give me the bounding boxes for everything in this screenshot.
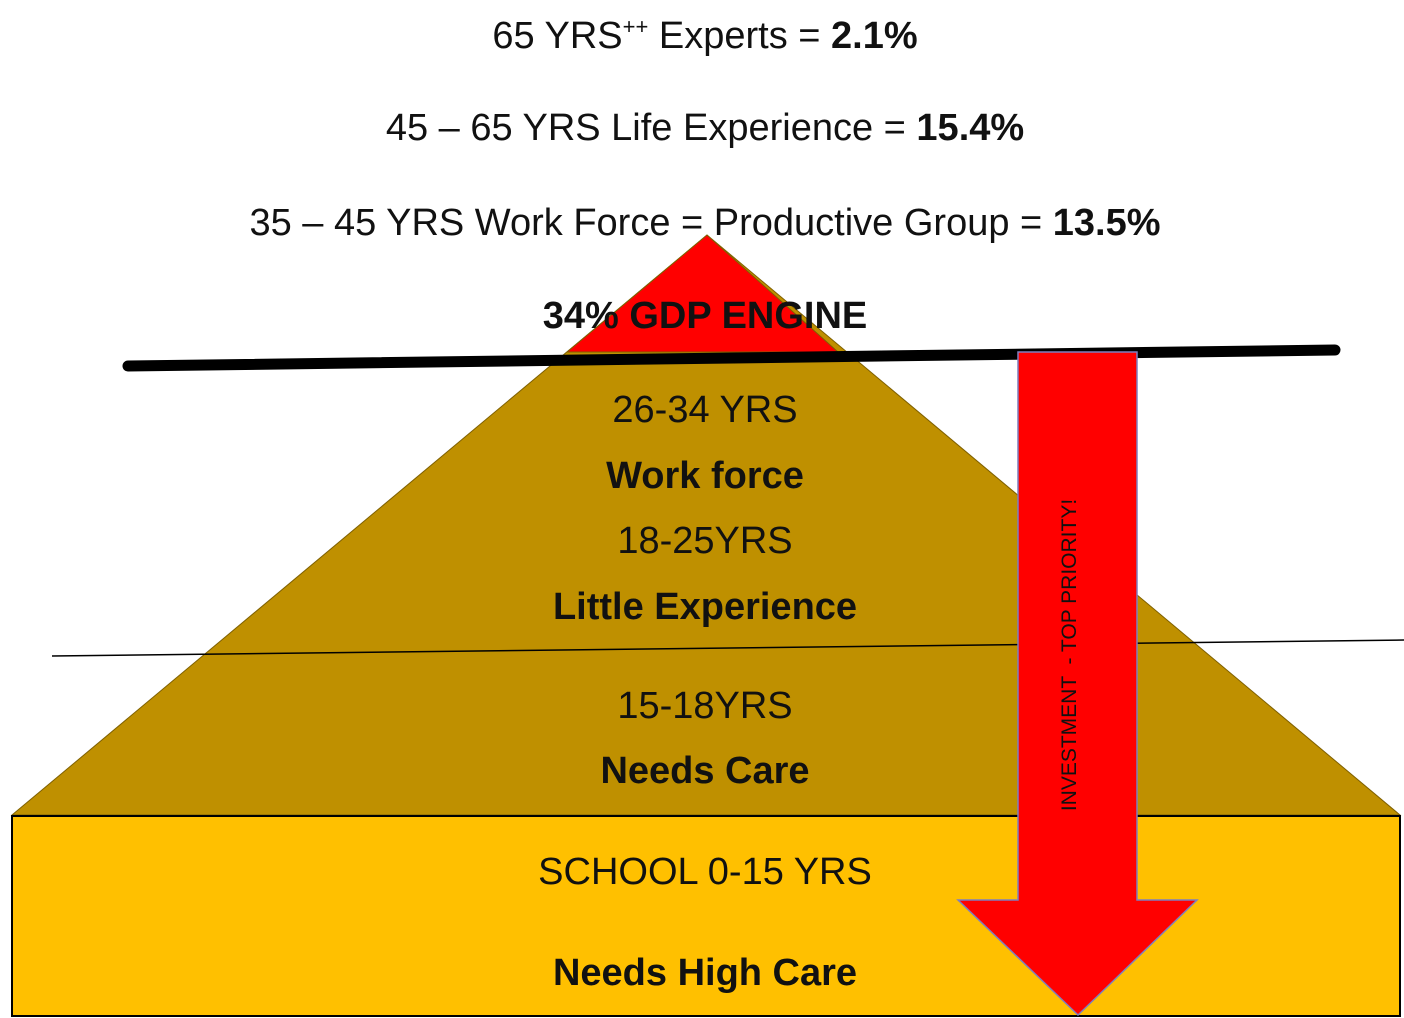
level-age: 18-25YRS: [617, 520, 792, 562]
level-desc: Little Experience: [553, 586, 857, 628]
base-age: SCHOOL 0-15 YRS: [538, 851, 872, 893]
level-age: 26-34 YRS: [612, 389, 797, 431]
level-desc: Work force: [606, 455, 804, 497]
header-line: 45 – 65 YRS Life Experience = 15.4%: [386, 107, 1024, 149]
header-line: 35 – 45 YRS Work Force = Productive Grou…: [249, 202, 1160, 244]
engine-label: 34% GDP ENGINE: [543, 295, 868, 337]
thin-divider: [51, 639, 1404, 657]
engine-triangle: [565, 234, 840, 353]
base-desc: Needs High Care: [553, 952, 857, 994]
arrow-label: INVESTMENT - TOP PRIORITY!: [1058, 499, 1081, 811]
investment-arrow: [956, 351, 1199, 1017]
header-line: 65 YRS++ Experts = 2.1%: [492, 14, 917, 57]
level-age: 15-18YRS: [617, 685, 792, 727]
level-desc: Needs Care: [600, 750, 809, 792]
